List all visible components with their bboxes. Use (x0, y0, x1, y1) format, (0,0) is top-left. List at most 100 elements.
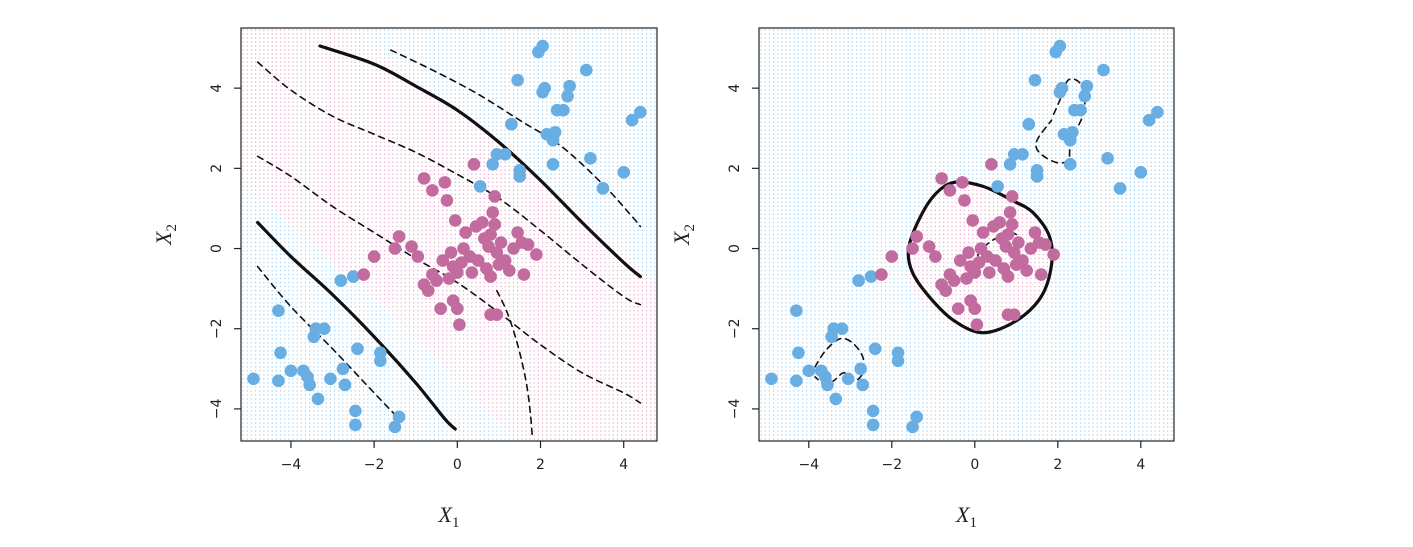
grid-dot (421, 334, 422, 335)
grid-dot (305, 122, 306, 123)
grid-dot (346, 150, 347, 151)
grid-dot (392, 270, 393, 271)
grid-dot (392, 53, 393, 54)
grid-dot (317, 214, 318, 215)
grid-dot (280, 162, 281, 163)
grid-dot (280, 122, 281, 123)
grid-dot (438, 242, 439, 243)
grid-dot (267, 214, 268, 215)
grid-dot (309, 70, 310, 71)
grid-dot (384, 126, 385, 127)
grid-dot (242, 370, 243, 371)
grid-dot (292, 114, 293, 115)
grid-dot (359, 310, 360, 311)
grid-dot (346, 302, 347, 303)
grid-dot (297, 57, 298, 58)
grid-dot (392, 362, 393, 363)
grid-dot (396, 94, 397, 95)
grid-dot (317, 266, 318, 267)
grid-dot (380, 29, 381, 30)
grid-dot (355, 214, 356, 215)
grid-dot (309, 426, 310, 427)
grid-dot (384, 254, 385, 255)
grid-dot (309, 362, 310, 363)
grid-dot (322, 49, 323, 50)
grid-dot (342, 182, 343, 183)
grid-dot (305, 190, 306, 191)
grid-dot (280, 94, 281, 95)
grid-dot (384, 374, 385, 375)
grid-dot (434, 122, 435, 123)
grid-dot (417, 290, 418, 291)
grid-dot (413, 126, 414, 127)
grid-dot (438, 358, 439, 359)
grid-dot (263, 90, 264, 91)
grid-dot (242, 422, 243, 423)
grid-dot (355, 106, 356, 107)
grid-dot (284, 206, 285, 207)
grid-dot (288, 422, 289, 423)
grid-dot (401, 70, 402, 71)
grid-dot (263, 358, 264, 359)
grid-dot (371, 278, 372, 279)
grid-dot (284, 74, 285, 75)
grid-dot (305, 298, 306, 299)
grid-dot (346, 250, 347, 251)
grid-dot (292, 70, 293, 71)
grid-dot (363, 178, 364, 179)
grid-dot (313, 94, 314, 95)
grid-dot (242, 170, 243, 171)
grid-dot (313, 90, 314, 91)
grid-dot (259, 114, 260, 115)
grid-dot (292, 158, 293, 159)
grid-dot (305, 218, 306, 219)
grid-dot (301, 438, 302, 439)
grid-dot (317, 290, 318, 291)
grid-dot (247, 262, 248, 263)
grid-dot (313, 390, 314, 391)
grid-dot (384, 434, 385, 435)
grid-dot (396, 33, 397, 34)
grid-dot (247, 146, 248, 147)
grid-dot (371, 106, 372, 107)
grid-dot (272, 37, 273, 38)
grid-dot (380, 374, 381, 375)
grid-dot (413, 174, 414, 175)
grid-dot (242, 90, 243, 91)
grid-dot (388, 174, 389, 175)
grid-dot (346, 394, 347, 395)
grid-dot (301, 90, 302, 91)
grid-dot (297, 45, 298, 46)
grid-dot (334, 314, 335, 315)
grid-dot (305, 418, 306, 419)
grid-dot (313, 358, 314, 359)
grid-dot (322, 150, 323, 151)
grid-dot (351, 302, 352, 303)
grid-dot (313, 45, 314, 46)
grid-dot (438, 366, 439, 367)
grid-dot (259, 82, 260, 83)
grid-dot (317, 386, 318, 387)
grid-dot (317, 210, 318, 211)
grid-dot (297, 242, 298, 243)
grid-dot (292, 386, 293, 387)
grid-dot (342, 418, 343, 419)
grid-dot (267, 338, 268, 339)
grid-dot (396, 178, 397, 179)
grid-dot (317, 358, 318, 359)
grid-dot (305, 430, 306, 431)
grid-dot (346, 346, 347, 347)
grid-dot (401, 286, 402, 287)
grid-dot (242, 238, 243, 239)
grid-dot (405, 33, 406, 34)
grid-dot (309, 410, 310, 411)
grid-dot (359, 330, 360, 331)
grid-dot (384, 314, 385, 315)
grid-dot (359, 398, 360, 399)
grid-dot (409, 65, 410, 66)
grid-dot (371, 294, 372, 295)
grid-dot (421, 242, 422, 243)
grid-dot (401, 49, 402, 50)
grid-dot (371, 86, 372, 87)
grid-dot (263, 194, 264, 195)
